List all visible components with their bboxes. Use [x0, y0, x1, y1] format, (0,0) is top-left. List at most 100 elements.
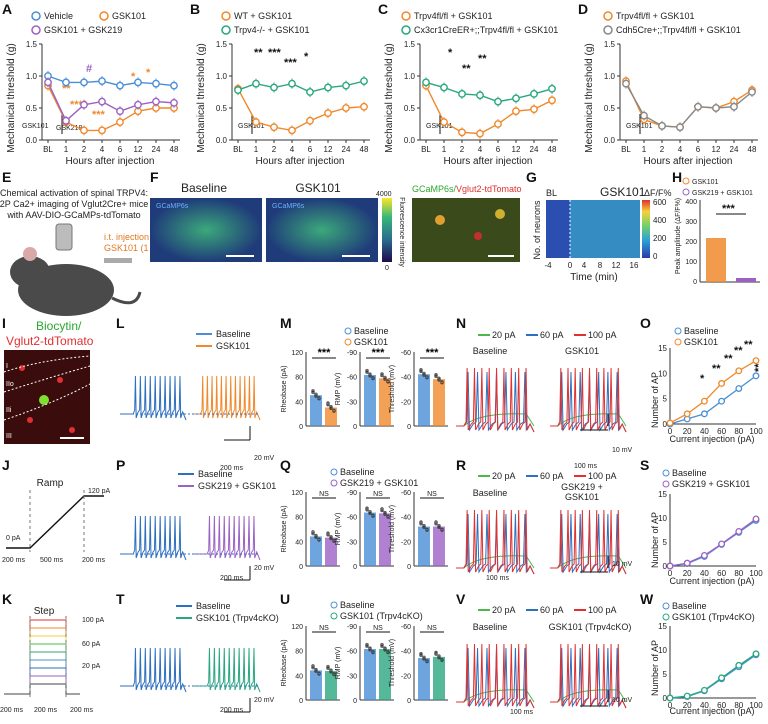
heatmap-response-region [570, 200, 640, 258]
step-line [4, 667, 80, 695]
panel-letter-k: K [2, 591, 12, 607]
y-tick-label: -40 [401, 375, 411, 382]
y-tick: 400 [685, 199, 697, 206]
bar-gsk219-gsk101 [736, 278, 756, 282]
data-dot [368, 511, 372, 516]
y-tick-label: 1.0 [604, 72, 616, 81]
data-dot [332, 673, 336, 677]
data-dot [365, 508, 369, 512]
y-axis-label: No. of neurons [532, 200, 542, 260]
legend-label: 100 pA [588, 605, 617, 615]
data-dot [434, 522, 438, 526]
data-point [512, 94, 520, 103]
y-tick-label: 120 [291, 624, 303, 631]
legend-label: GSK219 + GSK101 [672, 479, 750, 489]
legend-label: 100 pA [588, 471, 617, 481]
image-title-baseline: Baseline [181, 181, 227, 195]
legend-label: Baseline [354, 326, 389, 336]
significance-star: *** [284, 57, 298, 69]
legend-label: 60 pA [540, 471, 564, 481]
scale-voltage: 10 mV [612, 561, 633, 568]
scale-time: 100 ms [510, 709, 533, 716]
legend-marker [603, 25, 613, 35]
panel-letter-m: M [280, 315, 292, 331]
x-tick-label: 12 [134, 145, 143, 154]
data-point [700, 551, 708, 559]
y-axis-label: Peak amplitude (ΔF/F%) [675, 198, 682, 274]
data-dot [311, 532, 315, 536]
mouse-illustration [10, 223, 142, 316]
scale-voltage: 10 mV [612, 697, 633, 704]
data-dot [419, 522, 423, 526]
y-tick-label: 0.5 [404, 104, 416, 113]
colorbar-tick: 200 [653, 234, 667, 243]
y-axis-label: Mechanical threshold (g) [384, 43, 395, 153]
data-point [116, 81, 124, 90]
microscope-objective [55, 223, 73, 251]
lamina-label: IIi [6, 407, 12, 414]
data-dot [386, 651, 390, 655]
trace-baseline [120, 647, 187, 693]
step-line [4, 675, 80, 695]
y-axis-label: Number of AP [650, 372, 660, 428]
panel-letter-s: S [640, 457, 649, 473]
protocol-title: Step [34, 606, 55, 617]
data-point [360, 102, 368, 111]
legend-marker [401, 11, 411, 21]
data-dot [440, 658, 444, 663]
panel-b: B WT + GSK101 Trpv4-/- + GSK101 Mechanic… [190, 1, 370, 167]
panel-letter-a: A [2, 1, 12, 17]
bar [418, 526, 430, 566]
data-point [252, 79, 260, 88]
trace-baseline [120, 375, 187, 421]
y-tick-label: 80 [295, 515, 303, 522]
legend-label: Baseline [340, 600, 375, 610]
y-axis-label: Mechanical threshold (g) [584, 43, 595, 153]
colorbar-tick: 600 [653, 198, 667, 207]
step-line [4, 651, 80, 695]
data-point [134, 78, 142, 87]
data-dot [383, 377, 387, 381]
x-axis-label: Current injection (pA) [669, 576, 754, 586]
panel-e: E Chemical activation of spinal TRPV4: 2… [0, 169, 167, 316]
ramp-top-label: 120 pA [88, 488, 111, 495]
panel-letter-v: V [456, 591, 466, 607]
legend-label: Baseline [216, 329, 251, 339]
data-point [666, 562, 674, 570]
data-point [752, 357, 760, 365]
x-tick-label: 1 [64, 145, 69, 154]
x-tick-label: 1 [642, 145, 647, 154]
bar [379, 513, 391, 566]
x-tick-label: BL [621, 145, 631, 154]
legend-marker [662, 602, 670, 610]
data-point [718, 380, 726, 387]
x-tick-label: 20 [683, 701, 692, 710]
data-dot [380, 374, 384, 378]
protocol-title: Ramp [37, 478, 64, 489]
panel-p: P Baseline GSK219 + GSK101 20 mV 200 ms [116, 457, 276, 582]
y-tick-label: -20 [401, 399, 411, 406]
line-chart-s: 0 5 10 15 0 20 40 60 80 100 [658, 490, 763, 578]
data-point [44, 78, 52, 87]
panel-v: V 20 pA 60 pA 100 pA Baseline GSK101 (Tr… [456, 591, 633, 716]
step-level-label: 60 pA [82, 641, 101, 648]
panel-letter-q: Q [280, 457, 291, 473]
trace-sublabel: GSK219 + [561, 482, 603, 492]
x-tick-label: 4 [100, 145, 105, 154]
data-dot [332, 539, 336, 543]
panel-f: F Baseline GSK101 GCaMP6s GCaMP6s 4000 0… [150, 169, 522, 272]
data-dot [371, 651, 375, 655]
duration-label: 200 ms [0, 707, 23, 714]
legend-label: GSK101 [692, 179, 719, 186]
significance-star: ** [724, 353, 733, 365]
significance-star: * [700, 373, 705, 385]
data-dot [380, 509, 384, 513]
y-tick-label: -40 [401, 649, 411, 656]
data-point [270, 83, 278, 92]
series-line [669, 653, 757, 699]
y-tick-label: 5 [663, 395, 668, 404]
cell [69, 427, 75, 433]
legend-marker [674, 338, 682, 346]
mouse-ear [23, 247, 37, 261]
